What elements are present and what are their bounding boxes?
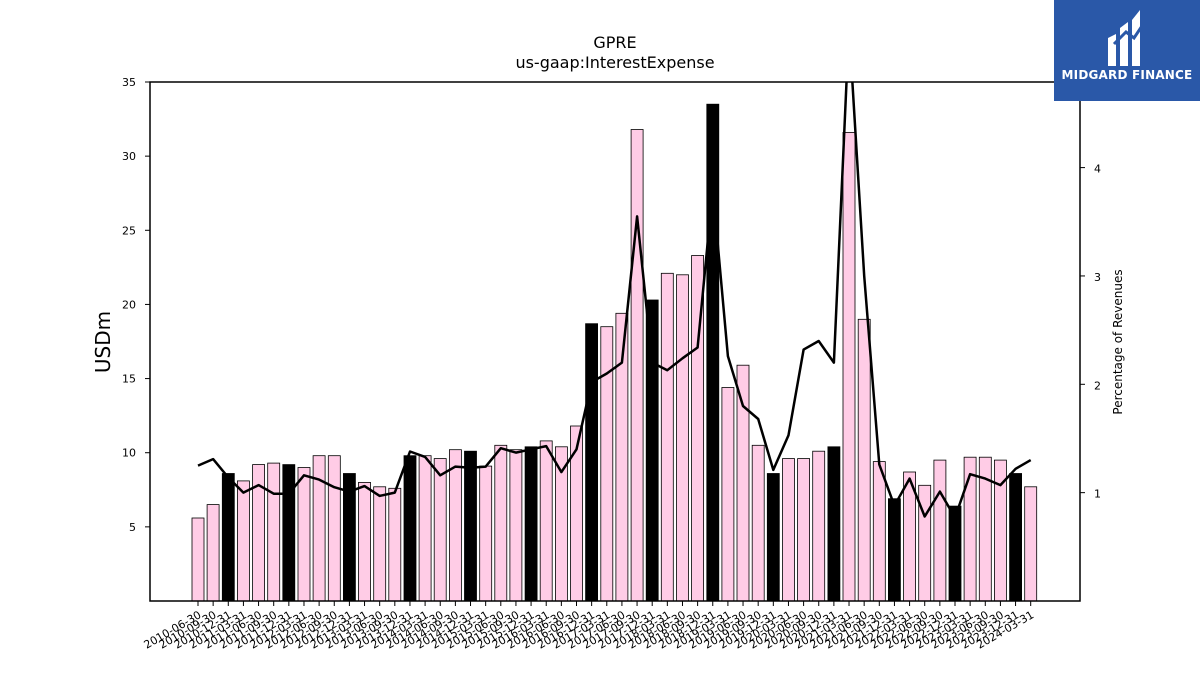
- bar-2017-03-31: [600, 326, 614, 602]
- bar-2017-12-31: [645, 299, 659, 602]
- plot-frame: [149, 81, 1081, 602]
- bar-2013-12-31: [403, 455, 417, 602]
- bar-2020-12-31: [827, 446, 841, 602]
- bar-2014-03-31: [418, 455, 432, 602]
- x-axis: 2010-06-302010-09-302010-12-312011-03-31…: [142, 601, 1036, 652]
- bar-2016-03-31: [539, 440, 553, 602]
- bar-2019-09-30: [751, 444, 765, 602]
- y-right-tick-label: 1: [1094, 488, 1101, 501]
- bar-2011-03-31: [236, 480, 250, 602]
- y-tick-label: 5: [129, 521, 136, 534]
- y-tick-label: 25: [122, 224, 136, 237]
- y-axis-right-label: Percentage of Revenues: [1111, 269, 1125, 414]
- bars-group: [191, 103, 1038, 602]
- y-axis-label: USDm: [91, 311, 115, 373]
- bar-2018-12-31: [706, 103, 720, 602]
- y-tick-label: 35: [122, 76, 136, 89]
- bar-2019-06-30: [736, 364, 750, 602]
- y-right-tick-label: 3: [1094, 271, 1101, 284]
- chart-title: GPRE: [593, 33, 636, 52]
- revenue-percentage-line: [197, 82, 1032, 519]
- bar-2021-06-30: [857, 318, 871, 602]
- bar-2023-03-31: [963, 456, 977, 602]
- y-right-tick-label: 4: [1094, 163, 1101, 176]
- bar-2018-06-30: [676, 274, 689, 602]
- y-tick-label: 15: [122, 373, 136, 386]
- bar-2010-09-30: [206, 504, 220, 602]
- bar-2016-12-31: [585, 323, 598, 602]
- bar-2011-12-31: [282, 464, 296, 602]
- bar-2019-03-31: [721, 387, 735, 602]
- bar-2021-12-31: [888, 498, 901, 602]
- bar-2022-12-31: [948, 505, 962, 602]
- chart-subtitle: us-gaap:InterestExpense: [515, 53, 714, 72]
- y-axis-left: 5 10 15 20 25 30 35: [122, 76, 150, 534]
- bar-2021-03-31: [842, 131, 856, 602]
- bar-2023-12-31: [1009, 473, 1022, 602]
- bar-2015-06-30: [494, 444, 508, 602]
- bar-2011-09-30: [267, 462, 281, 602]
- bar-2015-12-31: [524, 446, 538, 602]
- bar-2014-12-31: [464, 450, 477, 602]
- y-tick-label: 10: [122, 447, 136, 460]
- bar-2016-09-30: [570, 425, 583, 602]
- bar-2014-06-30: [433, 458, 447, 602]
- midgard-logo-icon: [1108, 10, 1144, 66]
- bar-2010-06-30: [191, 517, 205, 602]
- y-right-tick-label: 2: [1094, 379, 1101, 392]
- bar-2013-03-31: [358, 481, 371, 602]
- bar-2021-09-30: [872, 461, 886, 602]
- bar-2015-09-30: [509, 449, 523, 602]
- bar-2020-09-30: [812, 450, 826, 602]
- bar-2012-09-30: [327, 455, 341, 602]
- bar-2018-03-31: [660, 272, 674, 602]
- logo-text: MIDGARD FINANCE: [1061, 68, 1193, 82]
- bar-2014-09-30: [448, 449, 462, 602]
- bar-2015-03-31: [479, 465, 493, 602]
- line-group: [197, 82, 1032, 519]
- bar-2013-09-30: [388, 487, 402, 602]
- bar-2010-12-31: [221, 473, 235, 602]
- bar-2017-09-30: [630, 129, 644, 602]
- brand-logo: MIDGARD FINANCE: [1054, 0, 1200, 101]
- y-axis-right: 1 2 3 4: [1080, 163, 1101, 501]
- bar-2020-06-30: [797, 458, 810, 602]
- y-tick-label: 30: [122, 150, 136, 163]
- bar-2022-09-30: [933, 459, 947, 602]
- y-tick-label: 20: [122, 298, 136, 311]
- bar-2020-03-31: [782, 458, 795, 602]
- bar-2024-03-31: [1024, 486, 1038, 602]
- bar-2012-03-31: [297, 467, 311, 602]
- bar-2019-12-31: [766, 473, 780, 602]
- bar-2013-06-30: [373, 486, 387, 602]
